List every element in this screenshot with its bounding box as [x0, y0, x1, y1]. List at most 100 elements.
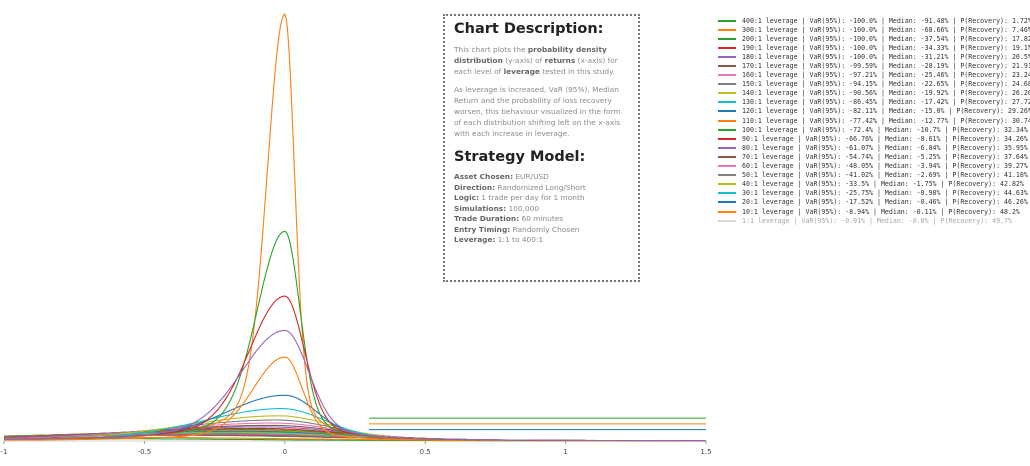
legend-swatch	[718, 137, 736, 140]
legend-swatch	[718, 201, 736, 204]
legend-item[interactable]: 40:1 leverage | VaR(95%): -33.5% | Media…	[718, 180, 1028, 189]
legend-swatch	[718, 92, 736, 95]
strategy-row: Direction: Randomized Long/Short	[454, 183, 629, 194]
legend-item[interactable]: 400:1 leverage | VaR(95%): -100.0% | Med…	[718, 16, 1030, 25]
legend: 400:1 leverage | VaR(95%): -100.0% | Med…	[718, 16, 1030, 225]
legend-swatch	[718, 110, 736, 113]
legend-label: 80:1 leverage | VaR(95%): -61.07% | Medi…	[742, 143, 1028, 152]
strategy-row-value: Randomly Chosen	[510, 224, 580, 234]
chart-description-box: Chart Description: This chart plots the …	[443, 14, 640, 282]
strategy-row-value: 1 trade per day for 1 month	[478, 193, 585, 202]
legend-item[interactable]: 50:1 leverage | VaR(95%): -41.02% | Medi…	[718, 171, 1028, 180]
legend-label: 130:1 leverage | VaR(95%): -86.45% | Med…	[742, 98, 1030, 107]
legend-swatch	[718, 210, 736, 213]
description-segment: tested in this study.	[539, 67, 615, 76]
strategy-row-label: Logic:	[454, 193, 479, 202]
x-tick-label: -0.5	[138, 448, 152, 456]
x-tick-label: 0.5	[420, 448, 431, 456]
strategy-row-label: Trade Duration:	[454, 214, 520, 223]
legend-item[interactable]: 120:1 leverage | VaR(95%): -82.11% | Med…	[718, 107, 1030, 116]
legend-item[interactable]: 170:1 leverage | VaR(95%): -99.59% | Med…	[718, 61, 1030, 71]
legend-item[interactable]: 30:1 leverage | VaR(95%): -25.75% | Medi…	[718, 189, 1028, 198]
legend-item[interactable]: 110:1 leverage | VaR(95%): -77.42% | Med…	[718, 116, 1030, 125]
legend-swatch	[718, 65, 736, 68]
strategy-row: Simulations: 100,000	[454, 204, 629, 215]
legend-swatch	[718, 183, 736, 186]
legend-item[interactable]: 10:1 leverage | VaR(95%): -8.94% | Media…	[718, 207, 1028, 216]
description-segment: probability density distribution	[454, 45, 607, 65]
legend-item[interactable]: 90:1 leverage | VaR(95%): -66.76% | Medi…	[718, 134, 1028, 143]
description-segment: (x-axis) for each level of	[454, 56, 618, 76]
chart-description-title: Chart Description:	[454, 21, 604, 37]
legend-label: 60:1 leverage | VaR(95%): -48.05% | Medi…	[742, 162, 1028, 171]
description-segment: (y-axis) of	[502, 56, 545, 65]
x-tick-label: 0	[283, 448, 287, 456]
description-segment: returns	[544, 56, 576, 65]
strategy-model-list: Asset Chosen: EUR/USD Direction: Randomiz…	[454, 172, 629, 246]
legend-label: 30:1 leverage | VaR(95%): -25.75% | Medi…	[742, 189, 1028, 198]
strategy-row: Logic: 1 trade per day for 1 month	[454, 193, 629, 204]
description-segment: This chart plots the	[454, 45, 528, 54]
legend-label: 90:1 leverage | VaR(95%): -66.76% | Medi…	[742, 134, 1028, 143]
legend-label: 20:1 leverage | VaR(95%): -17.52% | Medi…	[742, 198, 1028, 207]
x-tick-label: -1	[1, 448, 8, 456]
legend-label: 110:1 leverage | VaR(95%): -77.42% | Med…	[742, 116, 1030, 125]
legend-item[interactable]: 20:1 leverage | VaR(95%): -17.52% | Medi…	[718, 198, 1028, 207]
legend-item[interactable]: 180:1 leverage | VaR(95%): -100.0% | Med…	[718, 52, 1030, 61]
legend-label: 120:1 leverage | VaR(95%): -82.11% | Med…	[742, 107, 1030, 116]
legend-item[interactable]: 150:1 leverage | VaR(95%): -94.15% | Med…	[718, 80, 1030, 89]
legend-label: 300:1 leverage | VaR(95%): -100.0% | Med…	[742, 25, 1030, 34]
legend-swatch	[718, 155, 736, 158]
strategy-row: Entry Timing: Randomly Chosen	[454, 225, 629, 236]
legend-swatch	[718, 119, 736, 122]
legend-swatch	[718, 55, 736, 58]
legend-item[interactable]: 200:1 leverage | VaR(95%): -100.0% | Med…	[718, 34, 1030, 43]
strategy-row: Leverage: 1:1 to 400:1	[454, 235, 629, 246]
strategy-model-title: Strategy Model:	[454, 149, 586, 165]
chart-description-note: As leverage is increased, VaR (95%), Med…	[454, 85, 621, 138]
legend-label: 1:1 leverage | VaR(95%): -0.91% | Median…	[742, 216, 1012, 225]
legend-label: 180:1 leverage | VaR(95%): -100.0% | Med…	[742, 52, 1030, 61]
legend-item[interactable]: 160:1 leverage | VaR(95%): -97.21% | Med…	[718, 71, 1030, 80]
legend-label: 50:1 leverage | VaR(95%): -41.02% | Medi…	[742, 171, 1028, 180]
legend-label: 10:1 leverage | VaR(95%): -8.94% | Media…	[742, 207, 1020, 216]
legend-item[interactable]: 60:1 leverage | VaR(95%): -48.05% | Medi…	[718, 162, 1028, 171]
legend-label: 170:1 leverage | VaR(95%): -99.59% | Med…	[742, 62, 1030, 71]
chart-description-text: This chart plots the probability density…	[454, 44, 629, 77]
legend-item[interactable]: 70:1 leverage | VaR(95%): -54.74% | Medi…	[718, 152, 1028, 161]
series-line	[4, 356, 706, 442]
legend-swatch	[718, 28, 736, 31]
legend-label: 150:1 leverage | VaR(95%): -94.15% | Med…	[742, 80, 1030, 89]
strategy-row-value: Randomized Long/Short	[495, 182, 586, 192]
legend-label: 400:1 leverage | VaR(95%): -100.0% | Med…	[742, 16, 1030, 25]
legend-item[interactable]: 300:1 leverage | VaR(95%): -100.0% | Med…	[718, 25, 1030, 34]
legend-label: 160:1 leverage | VaR(95%): -97.21% | Med…	[742, 71, 1030, 80]
strategy-row: Asset Chosen: EUR/USD	[454, 172, 629, 183]
legend-item[interactable]: 140:1 leverage | VaR(95%): -90.56% | Med…	[718, 89, 1030, 98]
legend-label: 140:1 leverage | VaR(95%): -90.56% | Med…	[742, 89, 1030, 98]
legend-swatch	[718, 101, 736, 104]
legend-label: 190:1 leverage | VaR(95%): -100.0% | Med…	[742, 43, 1030, 52]
legend-swatch	[718, 174, 736, 177]
strategy-row-label: Entry Timing:	[454, 224, 511, 234]
legend-swatch	[718, 83, 736, 86]
strategy-row: Trade Duration: 60 minutes	[454, 214, 629, 225]
strategy-row-value: 1:1 to 400:1	[495, 235, 544, 244]
legend-item[interactable]: 80:1 leverage | VaR(95%): -61.07% | Medi…	[718, 143, 1028, 152]
strategy-row-label: Asset Chosen:	[454, 172, 514, 181]
legend-swatch	[718, 219, 736, 222]
legend-item[interactable]: 190:1 leverage | VaR(95%): -100.0% | Med…	[718, 43, 1030, 52]
description-segment: leverage	[503, 67, 540, 76]
legend-label: 200:1 leverage | VaR(95%): -100.0% | Med…	[742, 34, 1030, 43]
series-line	[3, 295, 706, 442]
strategy-row-label: Simulations:	[454, 203, 507, 213]
strategy-row-value: 100,000	[506, 203, 540, 213]
legend-label: 40:1 leverage | VaR(95%): -33.5% | Media…	[742, 180, 1024, 189]
legend-swatch	[718, 165, 736, 168]
legend-swatch	[718, 192, 736, 195]
legend-item[interactable]: 130:1 leverage | VaR(95%): -86.45% | Med…	[718, 98, 1030, 107]
legend-item[interactable]: 100:1 leverage | VaR(95%): -72.4% | Medi…	[718, 125, 1028, 134]
strategy-row-label: Direction:	[454, 182, 496, 192]
legend-item[interactable]: 1:1 leverage | VaR(95%): -0.91% | Median…	[718, 216, 1028, 225]
